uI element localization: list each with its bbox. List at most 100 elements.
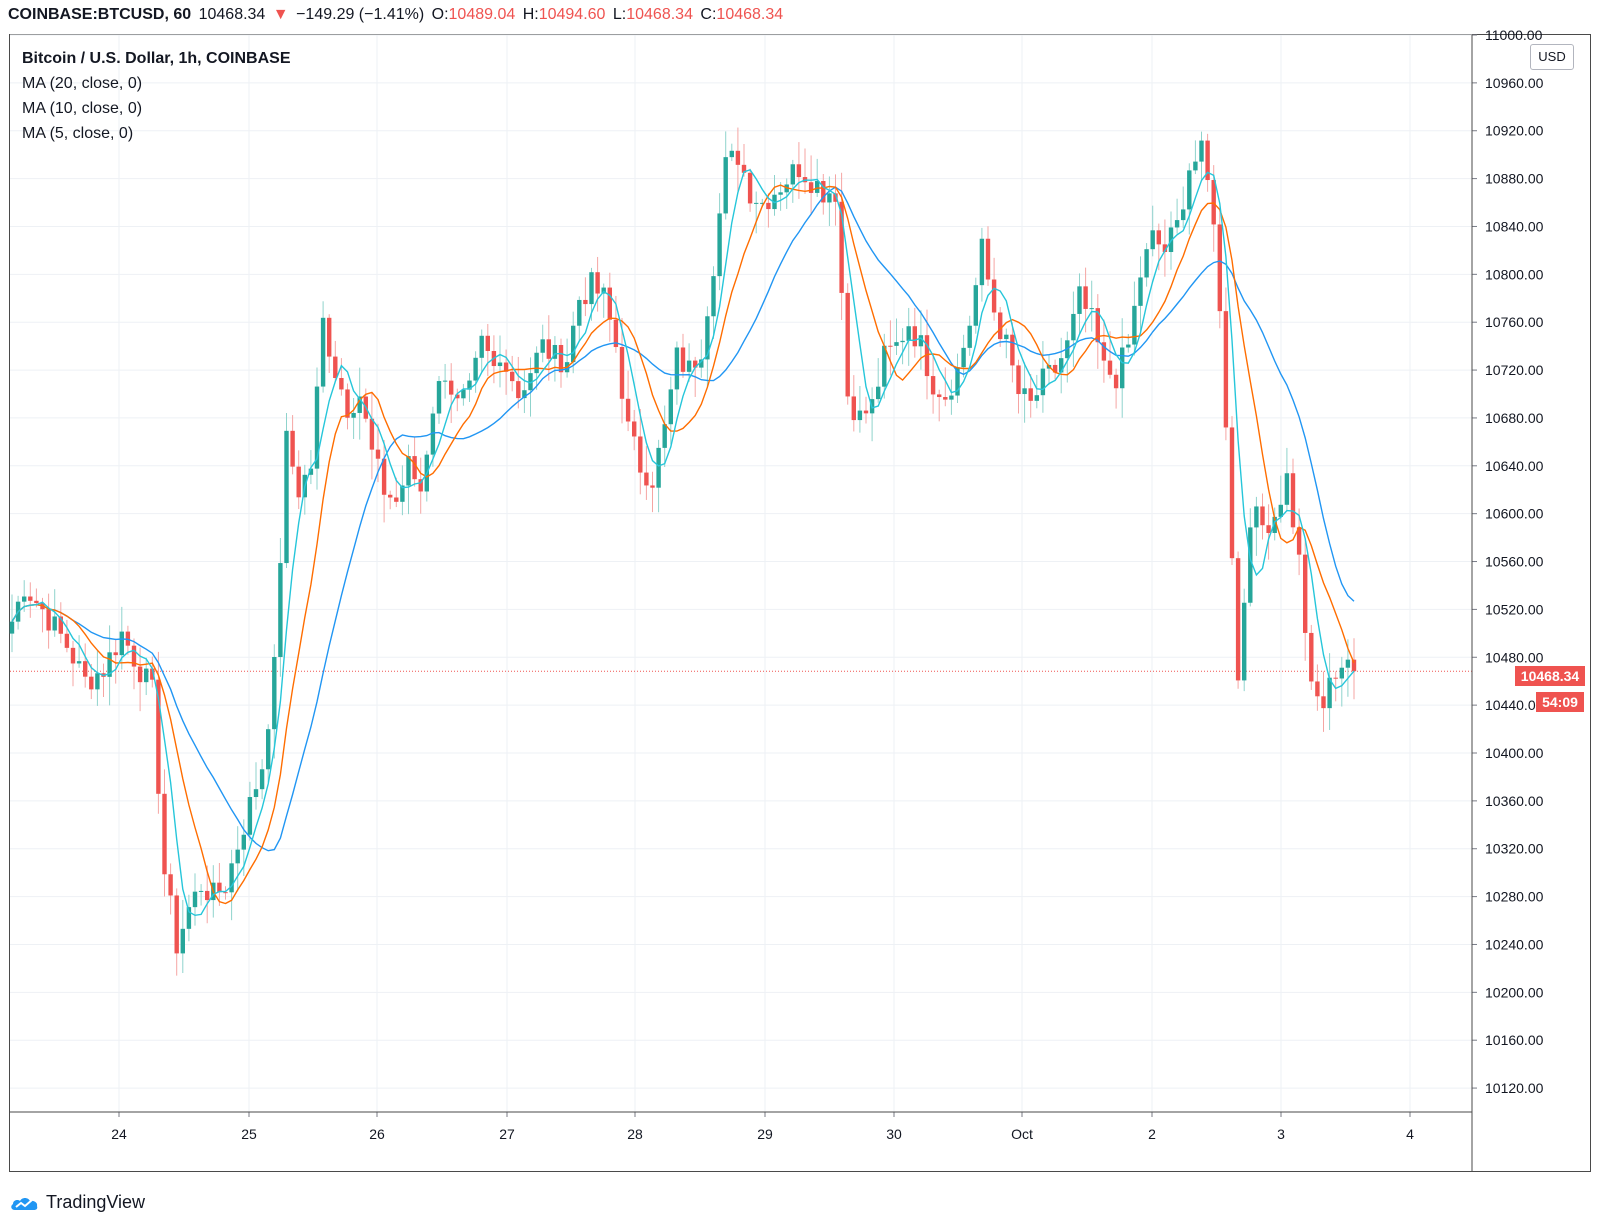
candle-up [1193, 161, 1198, 171]
candle-down [583, 299, 588, 305]
currency-badge[interactable]: USD [1530, 44, 1574, 70]
symbol-name[interactable]: COINBASE:BTCUSD, 60 [8, 6, 192, 23]
candle-up [1040, 368, 1046, 396]
y-tick-label: 10160.00 [1485, 1032, 1544, 1048]
ma20-line [11, 186, 1355, 852]
candle-up [497, 362, 503, 367]
candle-up [467, 380, 472, 390]
candle-up [1199, 140, 1204, 162]
candle-down [741, 164, 747, 173]
candle-down [394, 497, 399, 502]
candle-up [1144, 249, 1149, 278]
candle-up [442, 380, 448, 382]
candle-down [64, 633, 70, 648]
y-tick-label: 11000.00 [1485, 27, 1543, 43]
candle-up [674, 347, 680, 390]
candle-up [540, 339, 545, 353]
candle-down [1107, 360, 1113, 375]
candle-down [796, 164, 802, 178]
legend-ma5[interactable]: MA (5, close, 0) [22, 125, 134, 142]
y-tick-label: 10840.00 [1485, 218, 1544, 234]
candle-up [876, 386, 881, 400]
candle-down [632, 421, 637, 437]
legend-ma20[interactable]: MA (20, close, 0) [22, 75, 143, 92]
candle-down [998, 312, 1003, 340]
y-tick-label: 10600.00 [1485, 506, 1544, 522]
candle-up [906, 326, 911, 341]
candle-down [1303, 554, 1308, 633]
candle-up [1150, 230, 1155, 250]
candle-up [22, 596, 27, 602]
candle-up [272, 656, 277, 730]
candle-up [571, 325, 576, 363]
candle-down [516, 381, 521, 399]
candle-up [815, 181, 820, 193]
candle-down [339, 377, 344, 390]
candle-up [1120, 347, 1125, 389]
candle-down [1028, 388, 1033, 401]
candle-down [1083, 286, 1088, 309]
candle-up [52, 616, 57, 631]
candle-up [1345, 659, 1351, 668]
x-tick-label: Oct [1011, 1126, 1033, 1142]
candle-down [943, 397, 948, 400]
x-tick-label: 25 [241, 1126, 257, 1142]
candle-up [662, 424, 667, 448]
candle-down [1309, 632, 1314, 682]
candle-up [601, 287, 606, 294]
candle-up [1339, 667, 1344, 679]
candle-up [1132, 305, 1137, 345]
candle-up [1327, 677, 1332, 709]
y-tick-label: 10440.00 [1485, 697, 1544, 713]
candle-up [144, 668, 149, 683]
candle-up [1034, 395, 1039, 401]
candle-up [827, 193, 832, 203]
low-label: L: [612, 6, 627, 23]
tradingview-logo[interactable]: TradingView [10, 1190, 145, 1214]
x-tick-label: 29 [757, 1126, 773, 1142]
candle-up [229, 863, 234, 893]
candle-up [351, 412, 356, 418]
candle-down [1095, 308, 1100, 343]
candle-up [552, 344, 558, 359]
candle-up [961, 347, 966, 368]
ma5-line [11, 168, 1355, 917]
y-tick-label: 10720.00 [1485, 362, 1544, 378]
y-tick-label: 10480.00 [1485, 649, 1544, 665]
candle-up [754, 202, 759, 204]
candle-up [192, 891, 198, 908]
candle-up [198, 890, 204, 892]
candle-up [180, 928, 185, 954]
candle-down [137, 666, 143, 683]
candle-up [711, 276, 716, 317]
candle-up [314, 386, 320, 469]
candle-up [259, 769, 265, 790]
close-value: 10468.34 [716, 6, 784, 23]
low-value: 10468.34 [626, 6, 693, 23]
y-tick-label: 10800.00 [1485, 266, 1544, 282]
candle-down [747, 172, 753, 204]
candle-down [1321, 696, 1326, 709]
moving-averages [11, 168, 1355, 917]
candle-up [308, 468, 314, 475]
open-label: O: [431, 6, 449, 23]
legend-ma10[interactable]: MA (10, close, 0) [22, 100, 143, 117]
candle-down [327, 317, 332, 357]
candle-up [900, 340, 905, 343]
candle-up [1174, 220, 1180, 228]
candle-down [650, 485, 655, 488]
candle-up [528, 373, 533, 391]
candle-up [284, 430, 289, 564]
candle-down [131, 645, 137, 667]
candle-down [735, 150, 741, 165]
candle-down [1162, 244, 1168, 253]
candle-up [668, 389, 673, 425]
candle-down [821, 181, 826, 203]
candle-up [1071, 313, 1076, 341]
candle-down [345, 389, 350, 418]
candle-down [595, 272, 600, 294]
candle-up [918, 335, 924, 347]
y-tick-label: 10280.00 [1485, 889, 1544, 905]
candle-up [278, 563, 283, 657]
